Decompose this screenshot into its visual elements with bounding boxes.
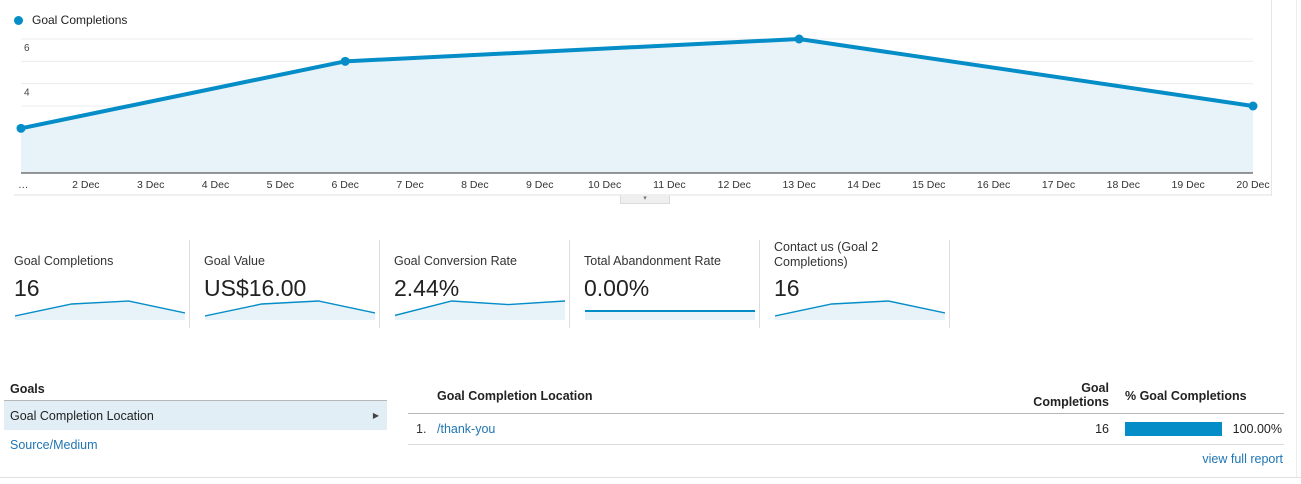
legend-label: Goal Completions	[32, 13, 128, 27]
chart-legend[interactable]: Goal Completions	[14, 13, 127, 27]
goals-dimension-panel: Goals Goal Completion Location ▶ Source/…	[4, 380, 387, 459]
scorecards-row: Goal Completions 16 Goal Value US$16.00 …	[0, 240, 950, 328]
sparkline-area	[205, 301, 375, 320]
scorecard-value: 2.44%	[394, 275, 460, 301]
scorecard-sparkline	[395, 300, 565, 320]
series-area	[21, 39, 1253, 173]
x-tick-label: 13 Dec	[782, 179, 815, 191]
row-index: 1.	[416, 422, 427, 436]
x-tick-label: 16 Dec	[977, 179, 1010, 191]
x-tick-label: 6 Dec	[331, 179, 358, 191]
chart-collapse-handle[interactable]: ▾	[620, 195, 670, 204]
sparkline-area	[395, 301, 565, 320]
x-tick-label: 9 Dec	[526, 179, 553, 191]
goals-panel-title: Goals	[4, 380, 387, 401]
x-tick-label: 17 Dec	[1042, 179, 1075, 191]
sparkline-area	[775, 301, 945, 320]
x-tick-label: 5 Dec	[267, 179, 294, 191]
scorecard-sparkline	[775, 300, 945, 320]
scorecard-label: Contact us (Goal 2 Completions)	[774, 240, 879, 269]
x-tick-label: 8 Dec	[461, 179, 488, 191]
x-tick-label: 20 Dec	[1236, 179, 1269, 191]
data-point	[340, 56, 350, 66]
scorecard-label: Goal Completions	[14, 254, 114, 268]
chevron-right-icon: ▶	[372, 411, 379, 420]
x-tick-label: 14 Dec	[847, 179, 880, 191]
table-row: 1. /thank-you 16 100.00%	[408, 414, 1284, 445]
x-tick-label: 3 Dec	[137, 179, 164, 191]
x-tick-label: 2 Dec	[72, 179, 99, 191]
x-tick-label: 10 Dec	[588, 179, 621, 191]
scorecard-sparkline	[585, 310, 755, 320]
column-header-goal-completions[interactable]: Goal Completions	[1033, 381, 1109, 409]
sparkline-line	[775, 300, 945, 317]
table-header-row: Goal Completion Location Goal Completion…	[408, 380, 1284, 414]
scorecard-value: 0.00%	[584, 275, 650, 301]
scorecard-sparkline	[15, 300, 185, 320]
data-point	[16, 123, 26, 133]
x-tick-label: …	[18, 179, 29, 191]
row-completions: 16	[1095, 422, 1109, 436]
sparkline-area	[15, 301, 185, 320]
chart-frame-right	[1271, 0, 1272, 196]
data-point	[1248, 101, 1258, 111]
x-tick-label: 12 Dec	[718, 179, 751, 191]
scorecard-value: 16	[774, 275, 800, 301]
x-tick-label: 19 Dec	[1172, 179, 1205, 191]
x-tick-label: 11 Dec	[653, 179, 686, 191]
goal-location-table: Goal Completion Location Goal Completion…	[408, 380, 1284, 466]
sparkline-line	[15, 300, 185, 317]
y-tick-label: 4	[24, 88, 30, 99]
bottom-border	[0, 477, 1301, 478]
scorecard-label: Total Abandonment Rate	[584, 254, 721, 268]
sparkline-line	[395, 300, 565, 317]
column-header-line: Completions	[1033, 395, 1109, 409]
row-location-link[interactable]: /thank-you	[437, 422, 496, 436]
sparkline-line	[205, 300, 375, 317]
scorecard-value: US$16.00	[204, 275, 307, 301]
goals-item-label: Source/Medium	[10, 437, 98, 452]
right-border	[1296, 0, 1297, 477]
x-tick-label: 7 Dec	[396, 179, 423, 191]
goals-item-goal-completion-location[interactable]: Goal Completion Location ▶	[4, 401, 387, 430]
sparkline-area	[585, 311, 755, 320]
scorecard-value: 16	[14, 275, 40, 301]
x-tick-label: 18 Dec	[1107, 179, 1140, 191]
column-header-line: Goal	[1081, 381, 1109, 395]
scorecard-sparkline	[205, 300, 375, 320]
goals-item-source-medium[interactable]: Source/Medium	[4, 430, 387, 459]
x-tick-label: 4 Dec	[202, 179, 229, 191]
goals-item-label: Goal Completion Location	[10, 408, 154, 423]
scorecard-goal-completions[interactable]: Goal Completions 16	[0, 240, 190, 328]
y-tick-label: 6	[24, 43, 30, 54]
row-percent: 100.00%	[1232, 422, 1282, 436]
chevron-down-icon: ▾	[643, 195, 647, 202]
scorecard-label: Goal Conversion Rate	[394, 254, 517, 268]
view-full-report-link[interactable]: view full report	[1202, 452, 1283, 466]
data-point	[794, 34, 804, 44]
scorecard-contact-us-goal-2[interactable]: Contact us (Goal 2 Completions) 16	[760, 240, 950, 328]
scorecard-goal-conversion-rate[interactable]: Goal Conversion Rate 2.44%	[380, 240, 570, 328]
scorecard-total-abandonment-rate[interactable]: Total Abandonment Rate 0.00%	[570, 240, 760, 328]
column-header-pct-completions[interactable]: % Goal Completions	[1125, 389, 1247, 403]
scorecard-label: Goal Value	[204, 254, 265, 268]
legend-series-dot	[14, 15, 23, 25]
column-header-location[interactable]: Goal Completion Location	[437, 389, 593, 403]
row-percent-bar	[1125, 422, 1222, 436]
series-line	[20, 37, 1254, 131]
x-tick-label: 15 Dec	[912, 179, 945, 191]
scorecard-goal-value[interactable]: Goal Value US$16.00	[190, 240, 380, 328]
